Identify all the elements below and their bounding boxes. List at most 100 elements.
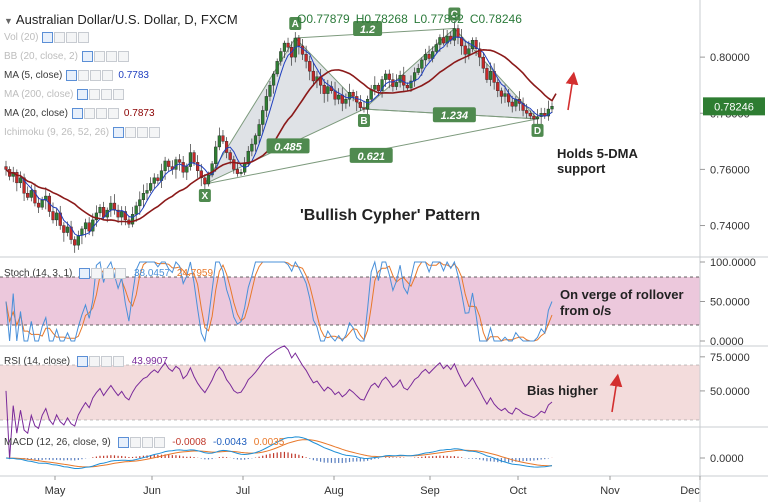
candle-body	[83, 222, 88, 230]
candle-body	[163, 160, 167, 171]
add-icon[interactable]	[105, 51, 117, 62]
indicator-row[interactable]: Ichimoku (9, 26, 52, 26)	[4, 127, 161, 138]
candle-body	[55, 212, 59, 221]
indicator-row[interactable]: MA (200, close)	[4, 89, 125, 100]
indicator-controls[interactable]	[113, 127, 161, 138]
rsi-note: Bias higher	[527, 383, 598, 398]
close-icon[interactable]	[153, 437, 165, 448]
settings-icon[interactable]	[54, 32, 66, 43]
stoch-legend[interactable]: Stoch (14, 3, 1) 38.0457 24.7959	[4, 268, 213, 279]
price-tick-label: 0.76000	[710, 164, 750, 176]
candle-body	[15, 171, 19, 184]
macd-signal-line	[5, 439, 553, 468]
add-icon[interactable]	[137, 127, 149, 138]
indicator-controls[interactable]	[77, 89, 125, 100]
close-icon[interactable]	[112, 356, 124, 367]
candle-body	[87, 222, 91, 232]
settings-icon[interactable]	[89, 89, 101, 100]
macd-controls[interactable]	[117, 437, 166, 448]
candle-body	[322, 84, 326, 94]
settings-icon[interactable]	[125, 127, 137, 138]
candle-body	[102, 207, 106, 218]
macd-legend[interactable]: MACD (12, 26, close, 9) -0.0008 -0.0043 …	[4, 437, 284, 448]
high-value: H0.78268	[355, 12, 408, 26]
close-icon[interactable]	[113, 89, 125, 100]
indicator-label: MA (200, close)	[4, 89, 74, 101]
candle-body	[499, 90, 503, 97]
indicator-label: Vol (20)	[4, 32, 39, 44]
rsi-value: 43.9907	[131, 356, 168, 368]
indicator-controls[interactable]	[81, 51, 130, 62]
stoch-k-value: 38.0457	[133, 268, 171, 280]
eye-icon[interactable]	[77, 89, 89, 100]
candle-body	[94, 212, 98, 221]
candle-body	[398, 75, 402, 83]
close-icon[interactable]	[107, 108, 119, 119]
candle-body	[463, 45, 467, 55]
candle-body	[130, 214, 135, 225]
candle-body	[185, 166, 189, 173]
eye-icon[interactable]	[113, 127, 125, 138]
eye-icon[interactable]	[42, 32, 54, 43]
candle-body	[253, 135, 258, 145]
indicator-label: MA (5, close)	[4, 70, 63, 82]
rsi-controls[interactable]	[76, 356, 125, 367]
candle-body	[496, 82, 500, 92]
add-icon[interactable]	[95, 108, 107, 119]
candle-body	[358, 101, 362, 108]
close-icon[interactable]	[117, 51, 129, 62]
add-icon[interactable]	[141, 437, 153, 448]
candle-body	[282, 42, 287, 52]
candle-body	[188, 152, 193, 167]
settings-icon[interactable]	[129, 437, 141, 448]
add-icon[interactable]	[66, 32, 78, 43]
candle-body	[467, 48, 471, 55]
eye-icon[interactable]	[66, 70, 78, 81]
settings-icon[interactable]	[83, 108, 95, 119]
candle-body	[441, 37, 446, 44]
candle-body	[33, 190, 37, 204]
macd-hist-value: -0.0008	[172, 437, 207, 449]
pattern-title: 'Bullish Cypher' Pattern	[300, 207, 480, 224]
candle-body	[29, 190, 33, 198]
add-icon[interactable]	[90, 70, 102, 81]
settings-icon[interactable]	[93, 51, 105, 62]
eye-icon[interactable]	[117, 437, 129, 448]
indicator-row[interactable]: BB (20, close, 2)	[4, 51, 130, 62]
indicator-controls[interactable]	[66, 70, 114, 81]
close-icon[interactable]	[102, 70, 114, 81]
indicator-row[interactable]: MA (5, close) 0.7783	[4, 70, 149, 81]
symbol-chevron-icon[interactable]: ▼	[4, 16, 13, 26]
eye-icon[interactable]	[76, 356, 88, 367]
candle-body	[246, 150, 250, 164]
eye-icon[interactable]	[79, 268, 91, 279]
ratio-label: 0.485	[274, 141, 302, 153]
indicator-controls[interactable]	[42, 32, 90, 43]
candle-body	[210, 163, 214, 176]
indicator-row[interactable]: MA (20, close) 0.7873	[4, 108, 155, 119]
close-icon[interactable]	[78, 32, 90, 43]
candle-body	[373, 84, 377, 90]
candle-body	[76, 235, 80, 246]
stoch-controls[interactable]	[79, 268, 127, 279]
candle-body	[217, 135, 221, 148]
rsi-legend[interactable]: RSI (14, close) 43.9907	[4, 356, 168, 367]
candle-body	[304, 54, 308, 62]
indicator-controls[interactable]	[71, 108, 120, 119]
month-label: Nov	[600, 485, 620, 497]
eye-icon[interactable]	[81, 51, 93, 62]
close-icon[interactable]	[115, 268, 127, 279]
settings-icon[interactable]	[91, 268, 103, 279]
rsi-tick-label: 75.0000	[710, 352, 750, 364]
settings-icon[interactable]	[88, 356, 100, 367]
open-value: O0.77879	[297, 12, 350, 26]
indicator-row[interactable]: Vol (20)	[4, 32, 90, 43]
close-icon[interactable]	[149, 127, 161, 138]
add-icon[interactable]	[101, 89, 113, 100]
settings-icon[interactable]	[78, 70, 90, 81]
add-icon[interactable]	[103, 268, 115, 279]
eye-icon[interactable]	[71, 108, 83, 119]
candle-body	[311, 70, 315, 82]
add-icon[interactable]	[100, 356, 112, 367]
